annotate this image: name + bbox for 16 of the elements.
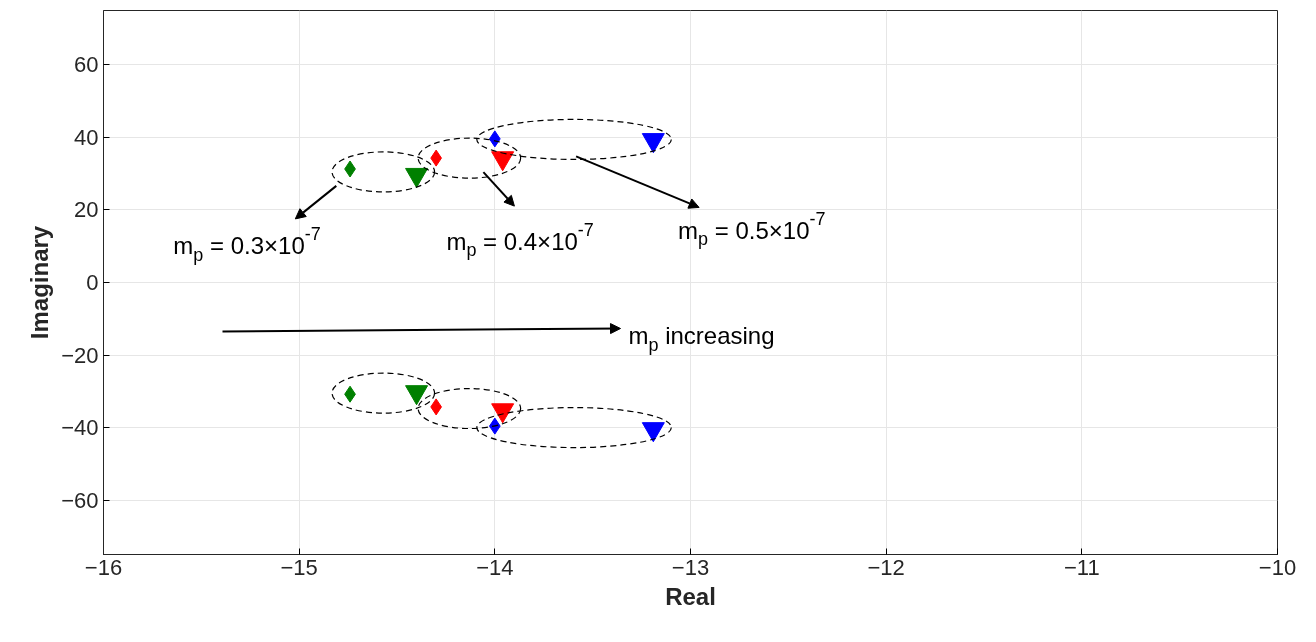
- y-tick-label: 40: [74, 124, 99, 150]
- x-tick-label: −14: [476, 554, 514, 580]
- x-axis-title: Real: [665, 582, 716, 610]
- y-tick-label: −60: [61, 487, 99, 513]
- y-tick-label: −20: [61, 342, 99, 368]
- y-tick-label: −40: [61, 415, 99, 441]
- y-tick-label: 0: [86, 270, 99, 295]
- y-tick-label: 20: [74, 197, 99, 223]
- x-tick-label: −16: [84, 554, 123, 580]
- x-tick-label: −13: [671, 554, 710, 580]
- y-tick-label: 60: [74, 52, 99, 78]
- x-tick-label: −12: [867, 554, 905, 580]
- x-tick-label: −10: [1258, 554, 1297, 580]
- x-tick-label: −15: [280, 554, 318, 580]
- x-tick-label: −11: [1063, 554, 1100, 580]
- y-axis-title: Imaginary: [26, 225, 54, 340]
